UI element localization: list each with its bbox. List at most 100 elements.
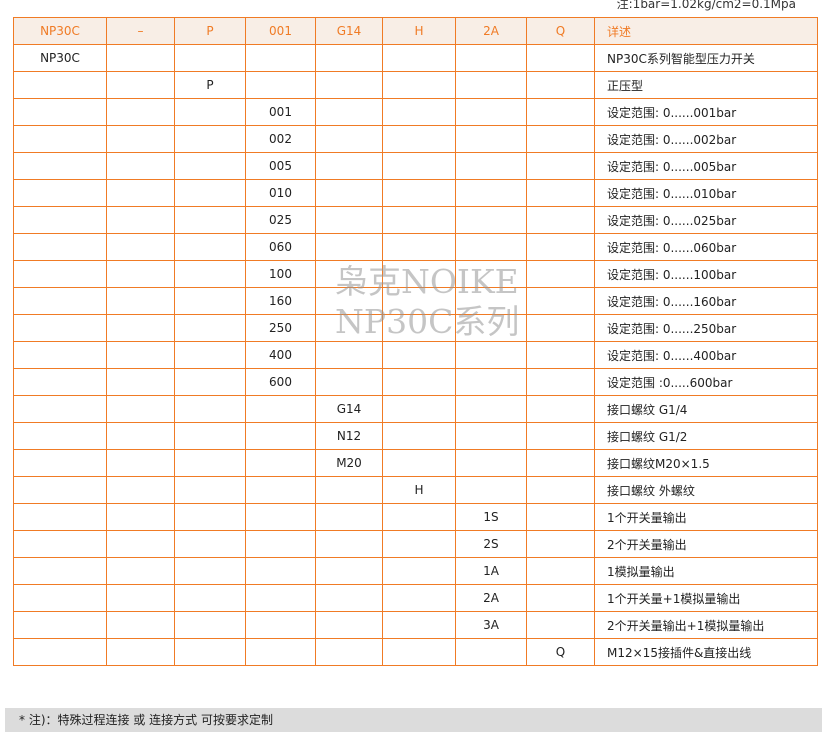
- code-cell: [382, 98, 456, 126]
- code-cell: M20: [315, 449, 383, 477]
- code-cell: [13, 125, 107, 153]
- table-row: 010 设定范围: 0......010bar: [13, 179, 818, 207]
- code-cell: [526, 395, 595, 423]
- code-cell: [455, 368, 527, 396]
- code-cell: [455, 206, 527, 234]
- code-cell: [315, 98, 383, 126]
- code-cell: 3A: [455, 611, 527, 639]
- code-cell: [382, 44, 456, 72]
- code-cell: H: [382, 476, 456, 504]
- code-cell: [245, 449, 316, 477]
- code-cell: [245, 611, 316, 639]
- code-cell: [526, 44, 595, 72]
- code-cell: 025: [245, 206, 316, 234]
- description-cell: 设定范围: 0......025bar: [594, 206, 818, 234]
- description-cell: 1模拟量输出: [594, 557, 818, 585]
- code-cell: G14: [315, 395, 383, 423]
- code-cell: [13, 476, 107, 504]
- description-cell: 设定范围 :0.....600bar: [594, 368, 818, 396]
- description-cell: 设定范围: 0......005bar: [594, 152, 818, 180]
- table-row: M20 接口螺纹M20×1.5: [13, 449, 818, 477]
- code-cell: [174, 584, 246, 612]
- code-cell: [174, 395, 246, 423]
- code-cell: [315, 152, 383, 180]
- code-cell: [174, 287, 246, 315]
- table-row: 250 设定范围: 0......250bar: [13, 314, 818, 342]
- table-row: 060 设定范围: 0......060bar: [13, 233, 818, 261]
- code-cell: [106, 449, 175, 477]
- description-cell: 正压型: [594, 71, 818, 99]
- code-cell: [106, 584, 175, 612]
- header-row: NP30C – P 001 G14 H 2A Q 详述: [13, 17, 818, 45]
- code-cell: [455, 260, 527, 288]
- code-cell: [106, 287, 175, 315]
- code-cell: 060: [245, 233, 316, 261]
- code-cell: [174, 206, 246, 234]
- code-cell: [174, 98, 246, 126]
- table-row: G14 接口螺纹 G1/4: [13, 395, 818, 423]
- code-cell: 010: [245, 179, 316, 207]
- code-cell: [315, 638, 383, 666]
- code-cell: 005: [245, 152, 316, 180]
- code-cell: [455, 638, 527, 666]
- code-cell: [455, 341, 527, 369]
- code-cell: [382, 233, 456, 261]
- code-cell: 002: [245, 125, 316, 153]
- description-cell: 设定范围: 0......400bar: [594, 341, 818, 369]
- code-cell: [382, 71, 456, 99]
- code-cell: [382, 530, 456, 558]
- code-cell: [526, 287, 595, 315]
- code-cell: [526, 179, 595, 207]
- code-cell: [382, 287, 456, 315]
- code-cell: [13, 179, 107, 207]
- code-cell: [455, 395, 527, 423]
- code-cell: [526, 422, 595, 450]
- table-row: 2A 1个开关量+1模拟量输出: [13, 584, 818, 612]
- code-cell: [382, 341, 456, 369]
- code-cell: 250: [245, 314, 316, 342]
- code-cell: [315, 611, 383, 639]
- table-row: P 正压型: [13, 71, 818, 99]
- code-cell: [13, 584, 107, 612]
- description-cell: 设定范围: 0......250bar: [594, 314, 818, 342]
- code-cell: [315, 341, 383, 369]
- description-cell: 2个开关量输出: [594, 530, 818, 558]
- code-cell: [526, 233, 595, 261]
- code-cell: [315, 71, 383, 99]
- code-cell: [174, 449, 246, 477]
- code-cell: [174, 44, 246, 72]
- code-cell: [315, 476, 383, 504]
- table-row: 025 设定范围: 0......025bar: [13, 206, 818, 234]
- description-cell: 接口螺纹 G1/2: [594, 422, 818, 450]
- code-cell: [382, 584, 456, 612]
- code-cell: –: [106, 17, 175, 45]
- code-cell: [382, 368, 456, 396]
- code-cell: Q: [526, 638, 595, 666]
- table-row: 005 设定范围: 0......005bar: [13, 152, 818, 180]
- code-cell: [13, 152, 107, 180]
- code-cell: [455, 476, 527, 504]
- description-cell: 接口螺纹M20×1.5: [594, 449, 818, 477]
- code-cell: 001: [245, 17, 316, 45]
- code-cell: [106, 206, 175, 234]
- code-cell: [13, 638, 107, 666]
- code-cell: [382, 314, 456, 342]
- code-cell: [13, 206, 107, 234]
- code-cell: [526, 314, 595, 342]
- description-cell: 1个开关量输出: [594, 503, 818, 531]
- code-cell: [174, 314, 246, 342]
- table-row: 1S 1个开关量输出: [13, 503, 818, 531]
- code-cell: 2S: [455, 530, 527, 558]
- table-row: 600 设定范围 :0.....600bar: [13, 368, 818, 396]
- code-cell: [526, 557, 595, 585]
- description-cell: 设定范围: 0......001bar: [594, 98, 818, 126]
- description-cell: 1个开关量+1模拟量输出: [594, 584, 818, 612]
- code-cell: [13, 422, 107, 450]
- code-cell: [315, 557, 383, 585]
- code-cell: 160: [245, 287, 316, 315]
- table-row: 100 设定范围: 0......100bar: [13, 260, 818, 288]
- code-cell: [174, 476, 246, 504]
- code-cell: 1A: [455, 557, 527, 585]
- description-cell: M12×15接插件&直接出线: [594, 638, 818, 666]
- code-cell: [526, 98, 595, 126]
